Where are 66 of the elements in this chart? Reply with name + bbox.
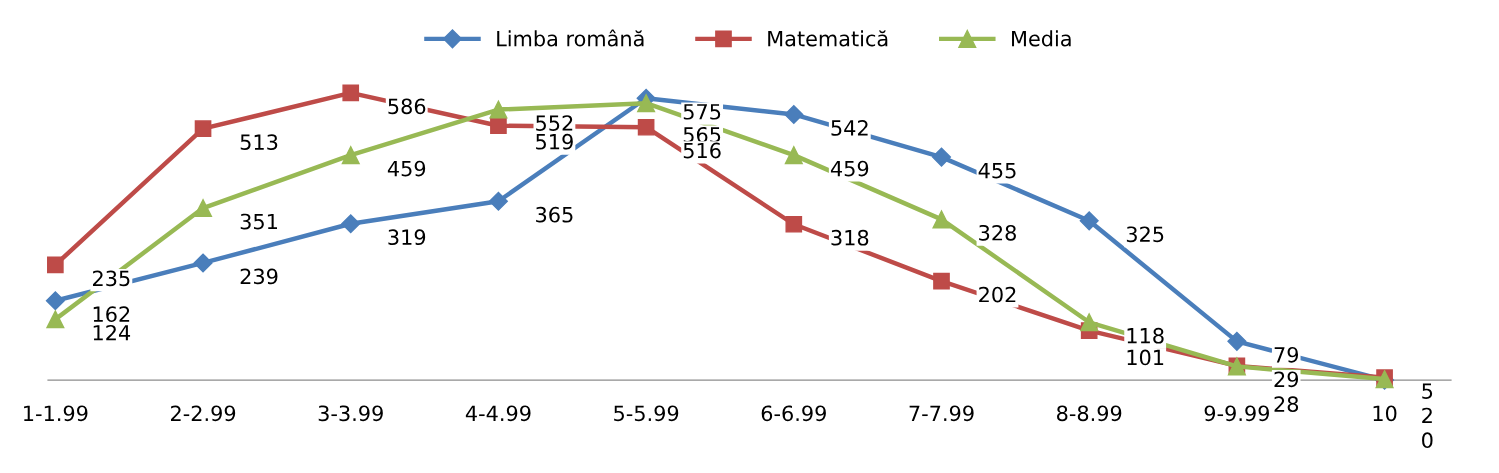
x-tick-label: 8-8.99 — [1057, 405, 1122, 422]
point — [1079, 211, 1099, 231]
data-label: 2 — [1422, 407, 1432, 424]
point — [784, 146, 803, 165]
data-label: 552 — [536, 115, 573, 131]
data-label: 29 — [1274, 371, 1299, 388]
x-tick-label: 1-1.99 — [24, 405, 88, 422]
data-label: 202 — [979, 286, 1016, 303]
point — [931, 147, 952, 167]
data-label: 542 — [831, 120, 868, 136]
legend-label: Limba română — [497, 29, 644, 47]
point — [489, 100, 508, 119]
point — [45, 291, 65, 311]
data-label: 124 — [93, 324, 131, 341]
x-tick-label: 4-4.99 — [465, 405, 531, 422]
legend-label: Matematică — [768, 30, 888, 47]
data-label: 235 — [92, 270, 130, 287]
point — [490, 117, 507, 135]
point — [488, 191, 508, 211]
data-label: 565 — [683, 126, 721, 143]
data-label: 365 — [536, 206, 573, 223]
point — [1227, 331, 1247, 351]
x-tick-label: 10 — [1373, 405, 1397, 422]
data-label: 351 — [240, 213, 277, 230]
data-label: 586 — [388, 98, 426, 115]
data-label: 118 — [1127, 327, 1164, 344]
x-tick-label: 7-7.99 — [909, 405, 974, 422]
data-label: 319 — [388, 229, 426, 246]
point — [932, 210, 951, 229]
x-tick-label: 9-9.99 — [1204, 405, 1269, 422]
point — [342, 84, 360, 102]
data-label: 459 — [387, 160, 426, 177]
data-label: 318 — [831, 229, 869, 246]
point — [194, 120, 212, 138]
data-label: 459 — [830, 160, 869, 177]
x-tick-label: 3-3.99 — [318, 405, 383, 422]
point — [1080, 313, 1099, 332]
data-label: 239 — [240, 268, 278, 285]
point — [637, 118, 655, 136]
data-label: 513 — [240, 134, 278, 151]
point — [341, 146, 360, 165]
point — [637, 94, 656, 113]
point — [341, 214, 361, 234]
point — [47, 256, 64, 274]
point — [46, 310, 65, 329]
data-label: 5 — [1422, 383, 1433, 399]
data-label: 28 — [1274, 396, 1299, 413]
x-tick-label: 6-6.99 — [761, 405, 826, 422]
data-label: 101 — [1127, 349, 1164, 366]
x-tick-label: 5-5.99 — [614, 405, 679, 422]
point — [933, 272, 950, 290]
data-label: 0 — [1422, 432, 1433, 449]
legend-label: Media — [1012, 30, 1071, 47]
data-label: 519 — [536, 133, 573, 150]
data-label: 455 — [978, 162, 1016, 179]
point — [784, 104, 804, 125]
data-label: 575 — [683, 104, 721, 120]
point — [194, 199, 213, 218]
data-label: 516 — [683, 142, 721, 159]
data-label: 325 — [1126, 226, 1164, 243]
point — [193, 253, 213, 273]
x-tick-label: 2-2.99 — [170, 405, 236, 422]
data-label: 79 — [1274, 346, 1299, 363]
point — [785, 215, 803, 233]
data-label: 328 — [979, 224, 1016, 241]
data-label: 162 — [93, 306, 130, 323]
